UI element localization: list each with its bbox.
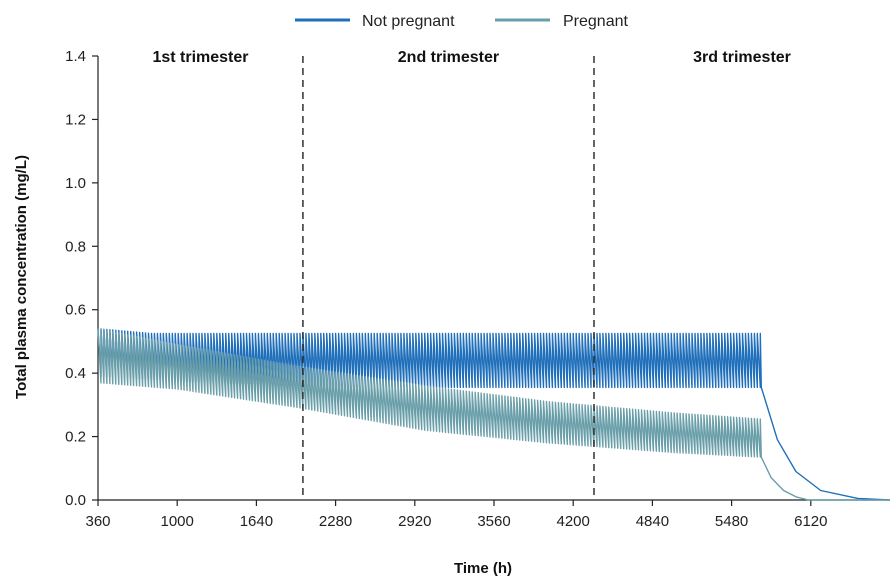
x-tick-label: 1640 <box>240 513 273 530</box>
plot-area: 0.0 0.2 0.4 0.6 0.8 1.0 1.2 1.4 360 1000 1640 2280 2… <box>65 48 890 530</box>
y-tick-label: 0.8 <box>65 238 86 255</box>
y-tick-label: 0.0 <box>65 492 86 509</box>
x-tick-label: 2920 <box>398 513 431 530</box>
trimester-label: 2nd trimester <box>398 49 499 66</box>
legend-label-not-pregnant: Not pregnant <box>362 13 455 30</box>
legend: Not pregnant Pregnant <box>295 13 628 30</box>
legend-label-pregnant: Pregnant <box>563 13 628 30</box>
x-tick-label: 5480 <box>715 513 748 530</box>
x-tick-label: 3560 <box>477 513 510 530</box>
x-tick-label: 6120 <box>794 513 827 530</box>
y-axis-title: Total plasma concentration (mg/L) <box>13 155 30 399</box>
trimester-label: 3rd trimester <box>693 49 791 66</box>
trimester-label: 1st trimester <box>152 49 248 66</box>
x-axis-title: Time (h) <box>454 560 512 577</box>
y-tick-label: 0.6 <box>65 302 86 319</box>
x-tick-label: 360 <box>85 513 110 530</box>
series-line-pregnant <box>97 328 890 501</box>
y-tick-label: 1.0 <box>65 175 86 192</box>
y-tick-label: 0.4 <box>65 365 86 382</box>
x-tick-label: 4200 <box>557 513 590 530</box>
x-tick-label: 2280 <box>319 513 352 530</box>
x-tick-label: 4840 <box>636 513 669 530</box>
x-tick-label: 1000 <box>161 513 194 530</box>
y-tick-label: 1.2 <box>65 111 86 128</box>
y-tick-label: 1.4 <box>65 48 86 65</box>
y-tick-label: 0.2 <box>65 429 86 446</box>
